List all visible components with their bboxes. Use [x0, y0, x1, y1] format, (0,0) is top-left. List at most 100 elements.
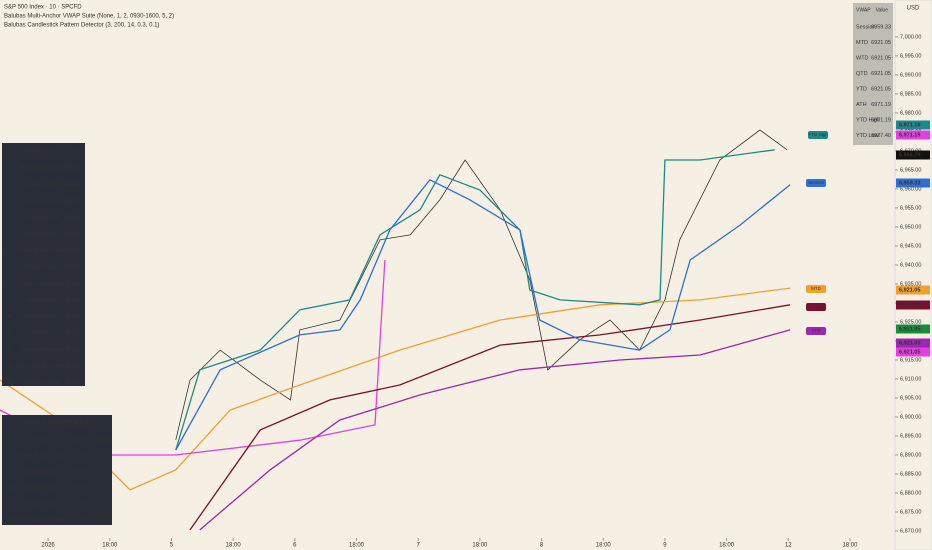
price-label-box	[896, 338, 930, 348]
table-cell: Inverted Hammer	[21, 347, 64, 353]
table-cell: BEAR	[65, 182, 80, 188]
legend-line: S&P 500 Index · 10 · SPCFD	[4, 5, 82, 11]
price-label: 6,921.05	[899, 287, 920, 293]
y-tick-label: 6,960.00	[900, 186, 921, 192]
y-tick-label: 6,895.00	[900, 433, 921, 439]
vwap-table-bg	[853, 3, 893, 145]
table-cell: Bullish Engulfing	[22, 281, 63, 287]
table-cell: Shooting Star	[25, 469, 58, 475]
y-tick-label: 6,990.00	[900, 72, 921, 78]
table-header: PATTERN KEY	[25, 148, 60, 154]
table-cell: 12	[7, 347, 13, 353]
tag-box	[806, 327, 826, 335]
table-cell: QTD	[856, 71, 868, 77]
table-cell: 14	[7, 380, 13, 386]
price-label: 6,921.05	[899, 349, 920, 355]
series-line	[175, 149, 775, 451]
table-cell: 6971.19	[871, 102, 891, 108]
table-title: TOP 5 PATTERNS	[24, 419, 91, 428]
tag-label: MTD	[811, 286, 821, 291]
table-cell: 8	[7, 281, 10, 287]
y-tick-label: 7,000.00	[900, 34, 921, 40]
y-tick-label: 6,880.00	[900, 490, 921, 496]
table-cell: Dark Cloud Cover	[20, 198, 64, 204]
legend-line: Balubas Multi-Anchor VWAP Suite (None, 1…	[4, 14, 174, 20]
table-cell: 6921.05	[871, 55, 891, 61]
table-cell: 13	[7, 363, 13, 369]
table-cell: Piercing Line	[26, 314, 58, 320]
table-header: Success %	[68, 437, 95, 443]
y-tick-label: 6,940.00	[900, 262, 921, 268]
x-tick-label: 7	[417, 543, 421, 549]
price-label-box	[896, 150, 930, 160]
x-tick-label: 18:00	[472, 543, 488, 549]
table-cell: 4	[101, 517, 104, 523]
price-label-box	[896, 130, 930, 140]
y-tick-label: 6,965.00	[900, 167, 921, 173]
price-label-box	[896, 120, 930, 130]
table-cell: 3	[7, 198, 10, 204]
table-cell: 7	[7, 264, 10, 270]
table-cell: YTD High	[856, 117, 880, 123]
y-tick-label: 6,910.00	[900, 376, 921, 382]
table-cell: 6927.40	[871, 133, 891, 139]
y-tick-label: 6,995.00	[900, 53, 921, 59]
table-cell: Morning Star	[26, 297, 58, 303]
y-tick-label: 6,870.00	[900, 528, 921, 534]
table-cell: 66.7%	[74, 469, 90, 475]
x-tick-label: 18:00	[226, 543, 242, 549]
price-label-box	[896, 178, 930, 188]
table-cell: Hanging Man	[26, 231, 59, 237]
table-cell: Session	[856, 24, 876, 30]
table-cell: 4	[101, 501, 104, 507]
table-cell: BULL	[66, 281, 80, 287]
table-cell: 7	[7, 501, 10, 507]
table-header: Trades	[95, 437, 112, 443]
tag-label: Session	[808, 180, 825, 185]
table-cell: 13	[7, 517, 13, 523]
x-tick-label: 18:00	[719, 543, 735, 549]
x-tick-label: 18:00	[349, 543, 365, 549]
x-tick-label: 5	[170, 543, 174, 549]
y-tick-label: 6,945.00	[900, 243, 921, 249]
table-cell: Three Black Crows	[19, 453, 66, 459]
y-tick-label: 6,935.00	[900, 281, 921, 287]
table-cell: BULL	[66, 363, 80, 369]
tag-box	[806, 179, 826, 187]
table-cell: 3	[101, 469, 104, 475]
table-cell: BEAR	[65, 198, 80, 204]
table-header: Pattern	[33, 437, 51, 443]
series-line	[175, 129, 788, 440]
price-label-box	[896, 300, 930, 310]
table-cell: Evening Star	[26, 182, 58, 188]
y-tick-label: 6,915.00	[900, 357, 921, 363]
table-cell: 1	[7, 165, 10, 171]
table-cell: 6959.33	[871, 24, 891, 30]
tag-box	[806, 303, 826, 311]
y-tick-label: 6,890.00	[900, 452, 921, 458]
table-cell: Bearish Harami	[23, 501, 61, 507]
x-tick-label: 18:00	[596, 543, 612, 549]
table-cell: 4	[7, 469, 10, 475]
table-cell: BEAR	[65, 264, 80, 270]
price-label-box	[896, 324, 930, 334]
price-label: 6,959.33	[899, 180, 920, 186]
y-tick-label: 6,985.00	[900, 91, 921, 97]
series-line	[175, 178, 791, 451]
price-label: 6,927.40	[899, 302, 920, 308]
series-line	[189, 304, 791, 531]
table-cell: Hammer	[31, 330, 52, 336]
x-tick-label: 2026	[41, 543, 55, 549]
table-cell: YTD	[856, 86, 867, 92]
table-cell: WTD	[856, 55, 869, 61]
table-header: Type	[69, 148, 80, 154]
y-tick-label: 6,980.00	[900, 110, 921, 116]
table-cell: Three Black Crows	[19, 248, 66, 254]
table-cell: Bearish Engulfing	[20, 165, 63, 171]
x-tick-label: 18:00	[842, 543, 858, 549]
table-cell: 6921.05	[871, 40, 891, 46]
table-cell: MTD	[856, 40, 868, 46]
price-label: 6,966.29	[899, 152, 920, 158]
